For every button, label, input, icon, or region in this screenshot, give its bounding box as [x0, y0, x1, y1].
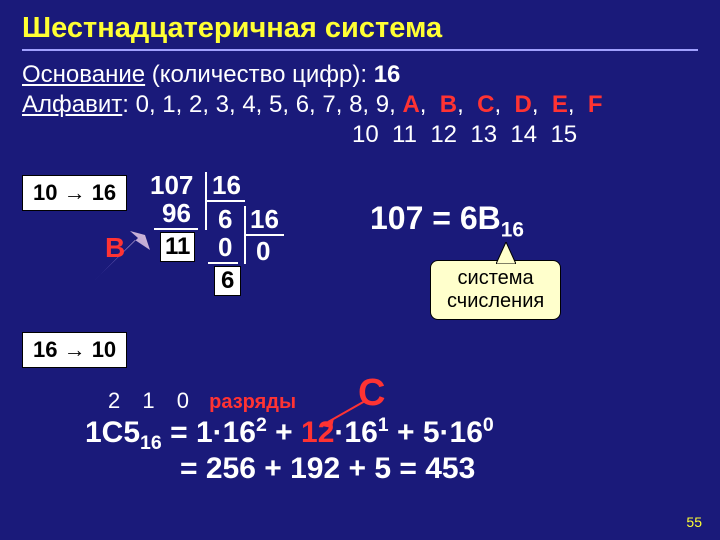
div-0a: 0: [218, 232, 232, 263]
base-label: Основание: [22, 61, 145, 88]
slide-title: Шестнадцатеричная система: [22, 12, 698, 51]
val-13: 13: [470, 121, 497, 148]
expansion-line2: = 256 + 192 + 5 = 453: [180, 452, 475, 486]
val-14: 14: [510, 121, 537, 148]
result-sub: 16: [501, 218, 524, 241]
page-number: 55: [686, 514, 702, 530]
rank-2: 2: [108, 388, 120, 413]
box-16-to-10: 16 → 10: [22, 332, 127, 368]
div-16a: 16: [212, 170, 241, 201]
result: 107 = 6B16: [370, 200, 524, 242]
div-0b: 0: [256, 236, 270, 267]
hex-A: A: [402, 91, 419, 118]
callout-line2: счисления: [447, 290, 544, 313]
result-eq: 107 = 6B: [370, 200, 501, 236]
div-11: 11: [160, 232, 195, 262]
ranks-row: 2 1 0 разряды: [100, 388, 296, 414]
exp-1C5: 1C5: [85, 416, 140, 449]
div-6b: 6: [214, 266, 241, 296]
val-15: 15: [550, 121, 577, 148]
base-paren: (количество цифр):: [145, 61, 374, 88]
val-10: 10: [352, 121, 379, 148]
alphabet-digits: : 0, 1, 2, 3, 4, 5, 6, 7, 8, 9,: [122, 91, 402, 118]
callout-pointer-icon: [496, 242, 516, 264]
div-96: 96: [162, 198, 191, 229]
hex-C: C: [477, 91, 494, 118]
hex-F: F: [588, 91, 603, 118]
rank-1: 1: [142, 388, 154, 413]
exp-12: 12: [301, 416, 334, 449]
val-11: 11: [392, 121, 417, 148]
callout: система счисления: [430, 260, 561, 320]
box-10-to-16: 10 → 16: [22, 175, 127, 211]
div-16b: 16: [250, 204, 279, 235]
B-letter: B: [105, 232, 125, 264]
div-6a: 6: [218, 204, 232, 235]
hex-D: D: [515, 91, 532, 118]
base-line: Основание (количество цифр): 16: [22, 61, 698, 89]
hex-B: B: [440, 91, 457, 118]
alphabet-line: Алфавит: 0, 1, 2, 3, 4, 5, 6, 7, 8, 9, A…: [22, 91, 698, 119]
expansion-line1: 1C516 = 1·162 + 12·161 + 5·160: [85, 414, 494, 455]
hex-values-row: 10 11 12 13 14 15: [352, 121, 698, 149]
hex-E: E: [552, 91, 568, 118]
val-12: 12: [430, 121, 457, 148]
rank-0: 0: [177, 388, 189, 413]
div-107: 107: [150, 170, 193, 201]
alphabet-label: Алфавит: [22, 91, 122, 118]
callout-line1: система: [447, 267, 544, 290]
ranks-label: разряды: [209, 391, 296, 413]
base-value: 16: [374, 61, 401, 88]
